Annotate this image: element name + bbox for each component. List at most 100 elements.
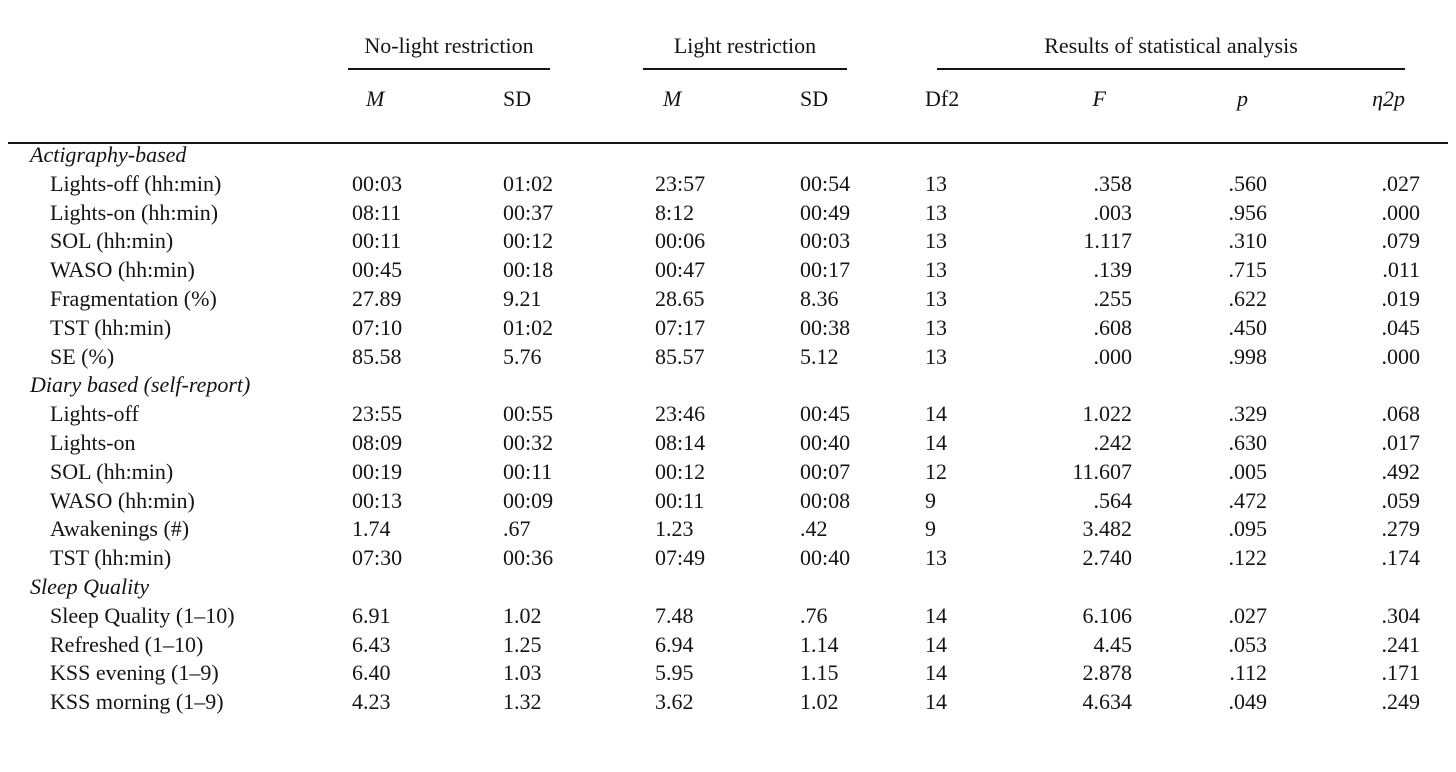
cell-m-light: 23:57 bbox=[655, 170, 706, 196]
cell-f: 1.117 bbox=[1083, 228, 1132, 254]
cell-sd-light: 00:45 bbox=[800, 401, 851, 427]
cell-f: .358 bbox=[1093, 170, 1133, 196]
cell-m-nolight: 4.23 bbox=[352, 689, 391, 715]
cell-sd-nolight: 1.32 bbox=[503, 689, 542, 715]
cell-p: .472 bbox=[1228, 487, 1268, 513]
cell-df2: 14 bbox=[925, 631, 947, 657]
row-label: Refreshed (1–10) bbox=[50, 631, 204, 657]
cell-p: .122 bbox=[1228, 545, 1268, 571]
cell-sd-light: .76 bbox=[800, 602, 828, 628]
corner-cell bbox=[30, 14, 352, 70]
cell-eta2p: .241 bbox=[1381, 631, 1421, 657]
row-label: TST (hh:min) bbox=[50, 545, 172, 571]
table-row: WASO (hh:min) 00:45 00:18 00:47 00:17 13… bbox=[30, 256, 1420, 285]
row-label: Fragmentation (%) bbox=[50, 285, 217, 311]
table-row: SOL (hh:min) 00:11 00:12 00:06 00:03 13 … bbox=[30, 227, 1420, 256]
cell-sd-nolight: 00:37 bbox=[503, 199, 554, 225]
cell-sd-nolight: 1.25 bbox=[503, 631, 542, 657]
section-row-diary: Diary based (self-report) bbox=[30, 371, 1420, 400]
table-row: TST (hh:min) 07:30 00:36 07:49 00:40 13 … bbox=[30, 544, 1420, 573]
table-row: SOL (hh:min) 00:19 00:11 00:12 00:07 12 … bbox=[30, 458, 1420, 487]
cell-sd-light: 1.02 bbox=[800, 689, 839, 715]
cell-sd-nolight: 00:55 bbox=[503, 401, 554, 427]
cell-df2: 13 bbox=[925, 545, 947, 571]
header-rule bbox=[8, 142, 1448, 144]
cell-sd-nolight: 00:09 bbox=[503, 487, 554, 513]
cell-sd-light: 00:40 bbox=[800, 429, 851, 455]
cell-eta2p: .171 bbox=[1381, 660, 1421, 686]
cell-f: 2.878 bbox=[1082, 660, 1133, 686]
group-label-light: Light restriction bbox=[643, 33, 847, 70]
cell-m-nolight: 08:11 bbox=[352, 199, 402, 225]
cell-df2: 13 bbox=[925, 314, 947, 340]
cell-eta2p: .017 bbox=[1381, 429, 1421, 455]
cell-m-light: 1.23 bbox=[655, 516, 694, 542]
cell-m-nolight: 07:30 bbox=[352, 545, 403, 571]
row-label: Lights-off (hh:min) bbox=[50, 170, 222, 196]
group-no-light: No-light restriction bbox=[348, 14, 655, 70]
row-label: SE (%) bbox=[50, 343, 115, 369]
cell-m-light: 00:12 bbox=[655, 458, 706, 484]
row-label: Lights-on (hh:min) bbox=[50, 199, 219, 225]
col-header-sd-noLight: SD bbox=[503, 86, 532, 111]
cell-df2: 13 bbox=[925, 199, 947, 225]
cell-p: .998 bbox=[1228, 343, 1268, 369]
cell-m-light: 07:17 bbox=[655, 314, 706, 340]
row-label: Lights-off bbox=[50, 401, 139, 427]
cell-f: .564 bbox=[1093, 487, 1133, 513]
cell-m-light: 8:12 bbox=[655, 199, 695, 225]
col-header-p: p bbox=[1237, 86, 1248, 111]
cell-m-light: 7.48 bbox=[655, 602, 694, 628]
section-label: Actigraphy-based bbox=[30, 142, 187, 167]
cell-m-nolight: 6.43 bbox=[352, 631, 391, 657]
cell-f: 4.634 bbox=[1082, 689, 1133, 715]
cell-m-nolight: 00:45 bbox=[352, 257, 403, 283]
statistics-table: No-light restriction Light restriction R… bbox=[30, 14, 1420, 717]
cell-m-nolight: 6.91 bbox=[352, 602, 391, 628]
cell-p: .027 bbox=[1228, 602, 1268, 628]
cell-m-nolight: 85.58 bbox=[352, 343, 402, 369]
table-row: WASO (hh:min) 00:13 00:09 00:11 00:08 9 … bbox=[30, 487, 1420, 516]
cell-df2: 14 bbox=[925, 401, 947, 427]
cell-df2: 14 bbox=[925, 689, 947, 715]
cell-p: .310 bbox=[1228, 228, 1268, 254]
cell-eta2p: .045 bbox=[1381, 314, 1421, 340]
cell-m-nolight: 08:09 bbox=[352, 429, 403, 455]
group-light: Light restriction bbox=[643, 14, 925, 70]
cell-p: .049 bbox=[1228, 689, 1268, 715]
table-row: Refreshed (1–10) 6.43 1.25 6.94 1.14 14 … bbox=[30, 631, 1420, 660]
cell-m-light: 07:49 bbox=[655, 545, 706, 571]
group-label-no-light: No-light restriction bbox=[348, 33, 550, 70]
group-stats: Results of statistical analysis bbox=[925, 14, 1420, 70]
cell-m-light: 23:46 bbox=[655, 401, 706, 427]
cell-df2: 9 bbox=[925, 516, 936, 542]
cell-df2: 13 bbox=[925, 285, 947, 311]
cell-f: 2.740 bbox=[1082, 545, 1133, 571]
cell-sd-nolight: 00:11 bbox=[503, 458, 553, 484]
cell-m-nolight: 00:19 bbox=[352, 458, 403, 484]
cell-m-light: 00:11 bbox=[655, 487, 705, 513]
cell-sd-nolight: 9.21 bbox=[503, 285, 542, 311]
row-label: Sleep Quality (1–10) bbox=[50, 602, 235, 628]
col-header-df2: Df2 bbox=[925, 86, 960, 111]
cell-eta2p: .027 bbox=[1381, 170, 1421, 196]
cell-sd-light: 00:08 bbox=[800, 487, 851, 513]
cell-sd-light: 00:38 bbox=[800, 314, 851, 340]
cell-sd-nolight: .67 bbox=[503, 516, 531, 542]
cell-eta2p: .174 bbox=[1381, 545, 1421, 571]
row-label: Lights-on bbox=[50, 429, 136, 455]
cell-sd-nolight: 01:02 bbox=[503, 314, 554, 340]
row-label: Awakenings (#) bbox=[50, 516, 190, 542]
col-header-m-noLight: M bbox=[366, 86, 385, 111]
cell-m-nolight: 00:13 bbox=[352, 487, 403, 513]
cell-p: .053 bbox=[1228, 631, 1268, 657]
cell-eta2p: .304 bbox=[1381, 602, 1421, 628]
table-row: Lights-off (hh:min) 00:03 01:02 23:57 00… bbox=[30, 170, 1420, 199]
cell-eta2p: .079 bbox=[1381, 228, 1421, 254]
cell-sd-light: 00:03 bbox=[800, 228, 851, 254]
spacer-row bbox=[30, 128, 1420, 141]
cell-m-nolight: 07:10 bbox=[352, 314, 403, 340]
cell-f: .003 bbox=[1093, 199, 1133, 225]
cell-m-nolight: 1.74 bbox=[352, 516, 391, 542]
section-label: Sleep Quality bbox=[30, 573, 150, 599]
